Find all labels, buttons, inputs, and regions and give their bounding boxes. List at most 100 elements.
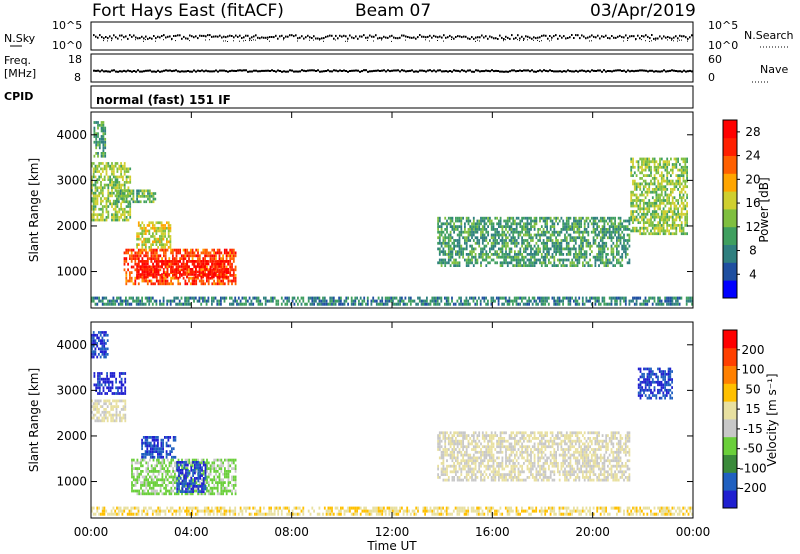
data-cell <box>668 232 670 236</box>
data-cell <box>666 226 669 230</box>
data-cell <box>447 253 450 256</box>
data-cell <box>617 236 620 240</box>
data-cell <box>124 416 127 420</box>
data-cell <box>93 154 96 158</box>
data-cell <box>92 197 95 200</box>
data-cell <box>642 188 645 191</box>
data-cell <box>569 236 572 240</box>
data-cell <box>619 236 622 240</box>
data-cell <box>553 261 556 265</box>
data-cell <box>110 402 113 406</box>
data-cell <box>138 467 141 470</box>
data-cell <box>207 279 210 283</box>
data-cell <box>145 189 148 193</box>
data-cell <box>141 246 144 249</box>
data-cell <box>551 264 554 267</box>
data-cell <box>92 183 95 187</box>
data-cell <box>232 260 235 263</box>
data-cell <box>120 380 123 384</box>
data-cell <box>560 299 563 303</box>
data-cell <box>498 222 500 226</box>
data-cell <box>229 274 232 277</box>
nsky-sample <box>463 35 465 38</box>
data-cell <box>144 438 147 442</box>
data-cell <box>184 273 187 276</box>
nsky-sample <box>413 36 415 39</box>
data-cell <box>557 250 559 254</box>
nsky-sample <box>257 36 259 39</box>
nsky-sample <box>209 34 211 37</box>
data-cell <box>157 262 160 266</box>
data-cell <box>540 253 543 256</box>
data-cell <box>154 257 156 260</box>
data-cell <box>508 247 511 251</box>
data-cell <box>146 265 149 269</box>
data-cell <box>166 282 169 286</box>
data-cell <box>614 233 616 237</box>
data-cell <box>485 244 488 248</box>
data-cell <box>666 212 669 216</box>
data-cell <box>460 233 463 237</box>
data-cell <box>109 191 111 195</box>
data-cell <box>136 268 138 271</box>
data-cell <box>129 175 132 179</box>
data-cell <box>100 186 102 190</box>
data-cell <box>120 386 123 390</box>
data-cell <box>184 257 187 260</box>
data-cell <box>93 135 96 138</box>
nsky-sample <box>345 35 347 38</box>
data-cell <box>551 239 554 242</box>
data-cell <box>442 261 445 265</box>
data-cell <box>223 248 226 252</box>
data-cell <box>129 202 132 206</box>
freq-sample <box>587 69 589 72</box>
data-cell <box>512 219 515 223</box>
data-cell <box>104 392 107 395</box>
data-cell <box>626 228 629 231</box>
data-cell <box>128 296 131 300</box>
data-cell <box>526 299 529 303</box>
data-cell <box>234 265 237 269</box>
data-cell <box>191 276 194 280</box>
data-cell <box>551 296 554 300</box>
data-cell <box>350 299 353 303</box>
data-cell <box>517 222 520 226</box>
data-cell <box>388 299 391 303</box>
data-cell <box>94 189 97 192</box>
data-cell <box>119 195 122 198</box>
freq-sample <box>149 69 151 72</box>
data-cell <box>123 216 126 219</box>
data-cell <box>628 258 631 262</box>
data-cell <box>445 299 448 303</box>
data-cell <box>607 302 609 306</box>
data-cell <box>146 296 149 300</box>
data-cell <box>686 224 688 227</box>
data-cell <box>646 201 649 205</box>
nsky-sample <box>523 37 525 40</box>
freq-sample <box>271 69 273 72</box>
data-cell <box>323 296 326 300</box>
nsky-sample <box>303 37 305 40</box>
data-cell <box>508 255 511 259</box>
data-cell <box>124 389 127 392</box>
data-cell <box>670 224 672 227</box>
data-cell <box>642 224 645 227</box>
data-cell <box>145 273 147 276</box>
data-cell <box>117 296 120 300</box>
data-cell <box>657 204 660 208</box>
data-cell <box>124 372 127 375</box>
data-cell <box>467 236 470 240</box>
data-cell <box>557 230 559 234</box>
data-cell <box>679 177 681 180</box>
nsky-sample <box>239 34 241 37</box>
data-cell <box>537 302 539 306</box>
data-cell <box>130 276 133 280</box>
data-cell <box>231 254 233 258</box>
data-cell <box>121 200 124 204</box>
nave-tick-high: 60 <box>708 53 722 66</box>
data-cell <box>523 239 525 242</box>
data-cell <box>567 258 570 262</box>
nsky-sample <box>179 34 181 37</box>
data-cell <box>172 447 175 451</box>
data-cell <box>601 228 604 231</box>
